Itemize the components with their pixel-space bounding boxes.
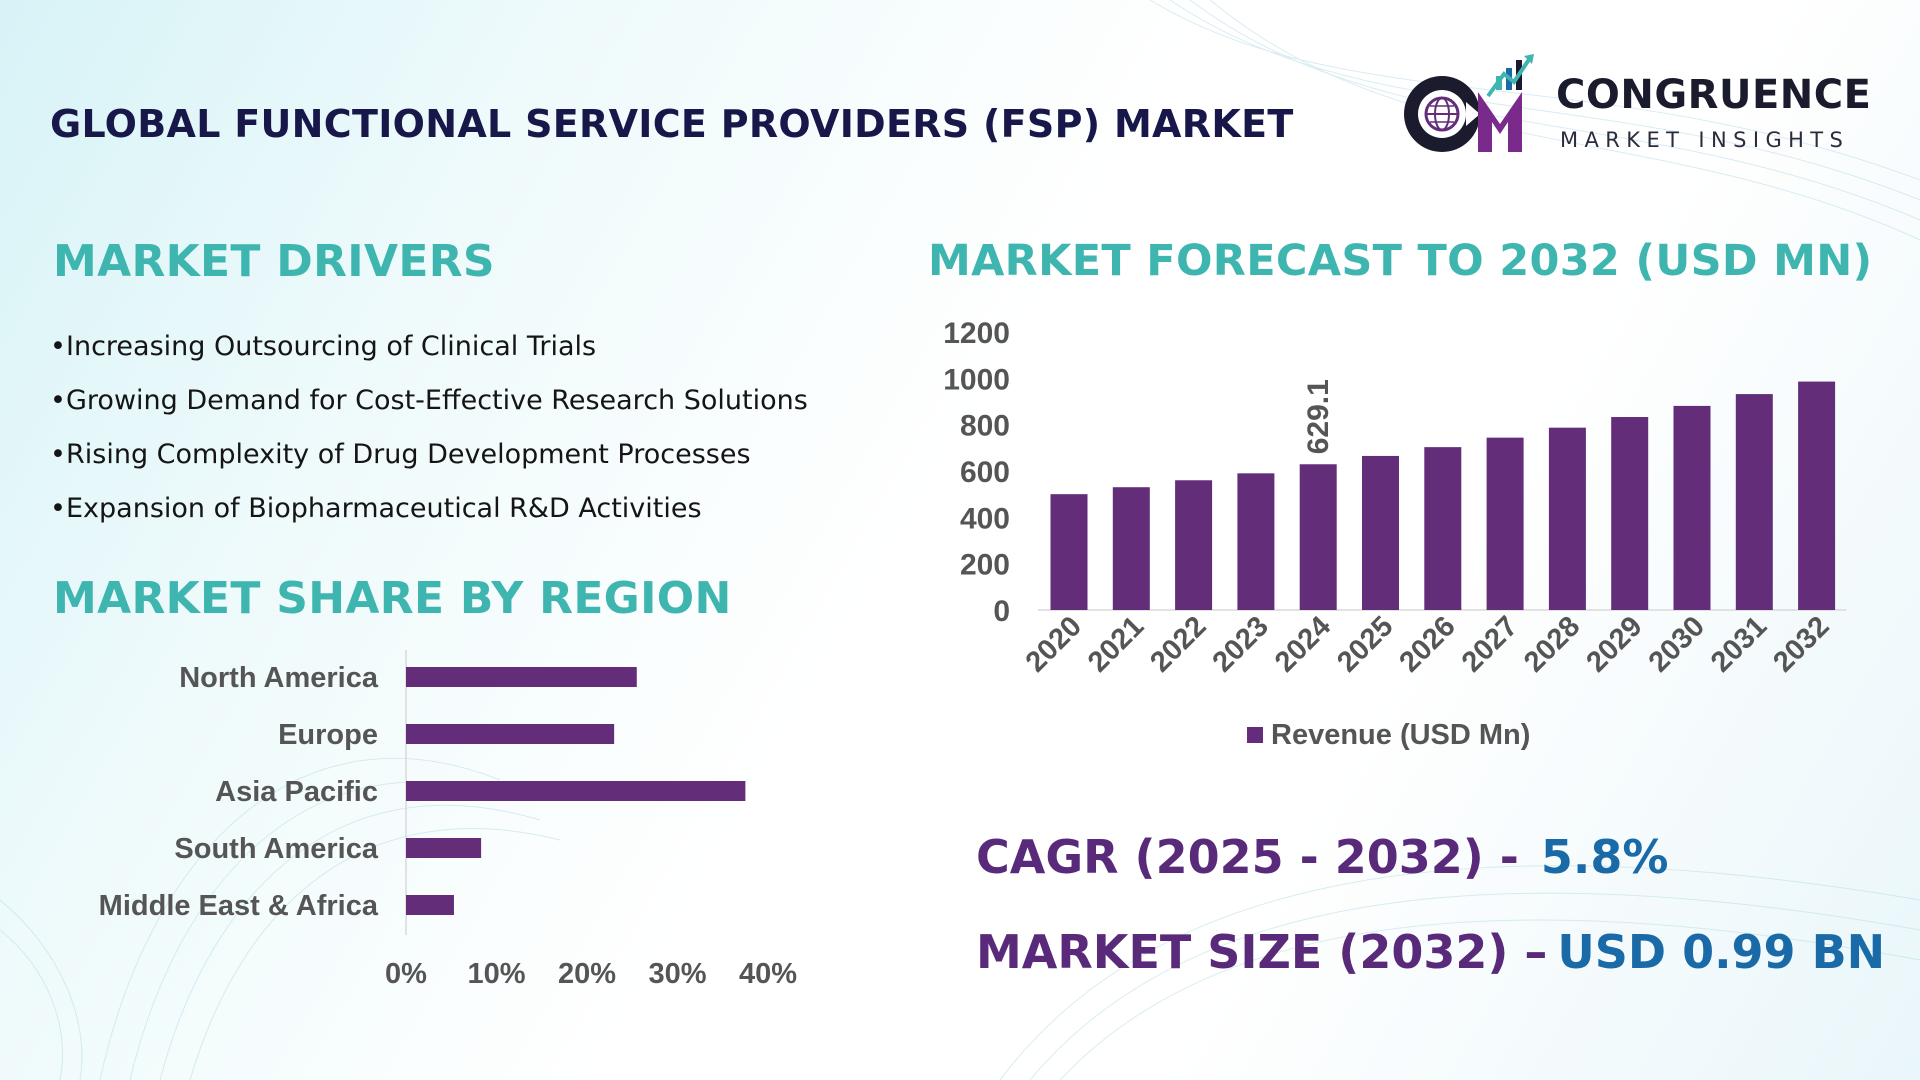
region-bar <box>406 724 615 744</box>
region-label: South America <box>174 833 378 865</box>
region-bar <box>406 781 746 801</box>
legend-swatch <box>1247 727 1263 743</box>
region-x-tick: 40% <box>739 958 797 990</box>
forecast-x-tick: 2021 <box>1082 610 1150 678</box>
logo-name: CONGRUENCE <box>1556 72 1872 118</box>
market-drivers-title: MARKET DRIVERS <box>53 236 495 287</box>
market-size-value: USD 0.99 BN <box>1557 925 1886 979</box>
forecast-title: MARKET FORECAST TO 2032 (USD MN) <box>928 236 1873 286</box>
driver-text: Growing Demand for Cost-Effective Resear… <box>66 385 808 416</box>
forecast-x-tick: 2029 <box>1580 610 1648 678</box>
region-bar <box>406 838 482 858</box>
forecast-y-tick: 200 <box>960 549 1010 582</box>
forecast-bar <box>1486 437 1524 610</box>
forecast-y-tick: 0 <box>993 595 1010 628</box>
forecast-data-label: 629.1 <box>1302 379 1335 454</box>
forecast-chart: 0200400600800100012002020202120222023202… <box>943 317 1846 751</box>
forecast-y-tick: 400 <box>960 502 1010 535</box>
region-label: Asia Pacific <box>215 776 378 808</box>
forecast-x-tick: 2027 <box>1456 610 1524 678</box>
region-share-chart: North America Europe Asia Pacific South Ame… <box>99 650 797 990</box>
forecast-y-tick: 600 <box>960 456 1010 489</box>
forecast-x-tick: 2022 <box>1144 610 1212 678</box>
region-label: North America <box>179 662 379 694</box>
forecast-x-tick: 2032 <box>1767 610 1835 678</box>
forecast-bar <box>1548 427 1586 610</box>
forecast-x-tick: 2020 <box>1020 610 1088 678</box>
market-size-label: MARKET SIZE (2032) – <box>976 925 1548 979</box>
legend-label: Revenue (USD Mn) <box>1271 719 1530 751</box>
forecast-bar <box>1112 487 1150 610</box>
cagr-label: CAGR (2025 - 2032) - <box>976 830 1519 884</box>
bullet-icon: • <box>50 439 66 470</box>
forecast-x-tick: 2024 <box>1269 610 1337 678</box>
market-size-stat: MARKET SIZE (2032) – USD 0.99 BN <box>976 925 1885 979</box>
forecast-bar <box>1237 473 1275 610</box>
forecast-y-tick: 1200 <box>943 317 1010 350</box>
forecast-y-tick: 800 <box>960 410 1010 443</box>
list-item: •Expansion of Biopharmaceutical R&D Acti… <box>50 490 808 544</box>
cagr-value: 5.8% <box>1540 830 1669 884</box>
region-bar <box>406 895 454 915</box>
forecast-bar <box>1299 464 1337 610</box>
forecast-bar <box>1362 455 1399 610</box>
list-item: •Increasing Outsourcing of Clinical Tria… <box>50 328 808 382</box>
forecast-bar <box>1424 447 1462 610</box>
forecast-x-tick: 2025 <box>1331 610 1399 678</box>
region-label: Europe <box>278 719 378 751</box>
driver-text: Expansion of Biopharmaceutical R&D Activ… <box>66 493 702 524</box>
region-x-tick: 10% <box>467 958 525 990</box>
list-item: •Rising Complexity of Drug Development P… <box>50 436 808 490</box>
forecast-x-tick: 2031 <box>1705 610 1773 678</box>
forecast-x-tick: 2023 <box>1207 610 1275 678</box>
forecast-y-tick: 1000 <box>943 363 1010 396</box>
region-label: Middle East & Africa <box>99 890 379 922</box>
drivers-list: •Increasing Outsourcing of Clinical Tria… <box>50 328 808 544</box>
region-bar <box>406 667 637 687</box>
forecast-bar <box>1798 381 1836 610</box>
driver-text: Rising Complexity of Drug Development Pr… <box>66 439 751 470</box>
region-share-title: MARKET SHARE BY REGION <box>53 573 732 624</box>
forecast-bar <box>1735 394 1773 610</box>
forecast-x-tick: 2030 <box>1643 610 1711 678</box>
list-item: •Growing Demand for Cost-Effective Resea… <box>50 382 808 436</box>
logo-subtitle: MARKET INSIGHTS <box>1560 128 1850 152</box>
company-logo: CONGRUENCE MARKET INSIGHTS <box>1400 52 1872 162</box>
bullet-icon: • <box>50 493 66 524</box>
region-x-tick: 20% <box>558 958 616 990</box>
bullet-icon: • <box>50 331 66 362</box>
driver-text: Increasing Outsourcing of Clinical Trial… <box>66 331 597 362</box>
region-x-tick: 30% <box>648 958 706 990</box>
forecast-x-tick: 2026 <box>1394 610 1462 678</box>
page-title: GLOBAL FUNCTIONAL SERVICE PROVIDERS (FSP… <box>50 102 1294 146</box>
forecast-bar <box>1611 417 1649 610</box>
forecast-bar <box>1175 480 1213 610</box>
region-x-tick: 0% <box>385 958 427 990</box>
cagr-stat: CAGR (2025 - 2032) - 5.8% <box>976 830 1668 884</box>
cm-globe-logo-icon <box>1404 54 1534 152</box>
forecast-bar <box>1050 494 1088 610</box>
forecast-x-tick: 2028 <box>1518 610 1586 678</box>
forecast-bar <box>1673 405 1711 610</box>
bullet-icon: • <box>50 385 66 416</box>
